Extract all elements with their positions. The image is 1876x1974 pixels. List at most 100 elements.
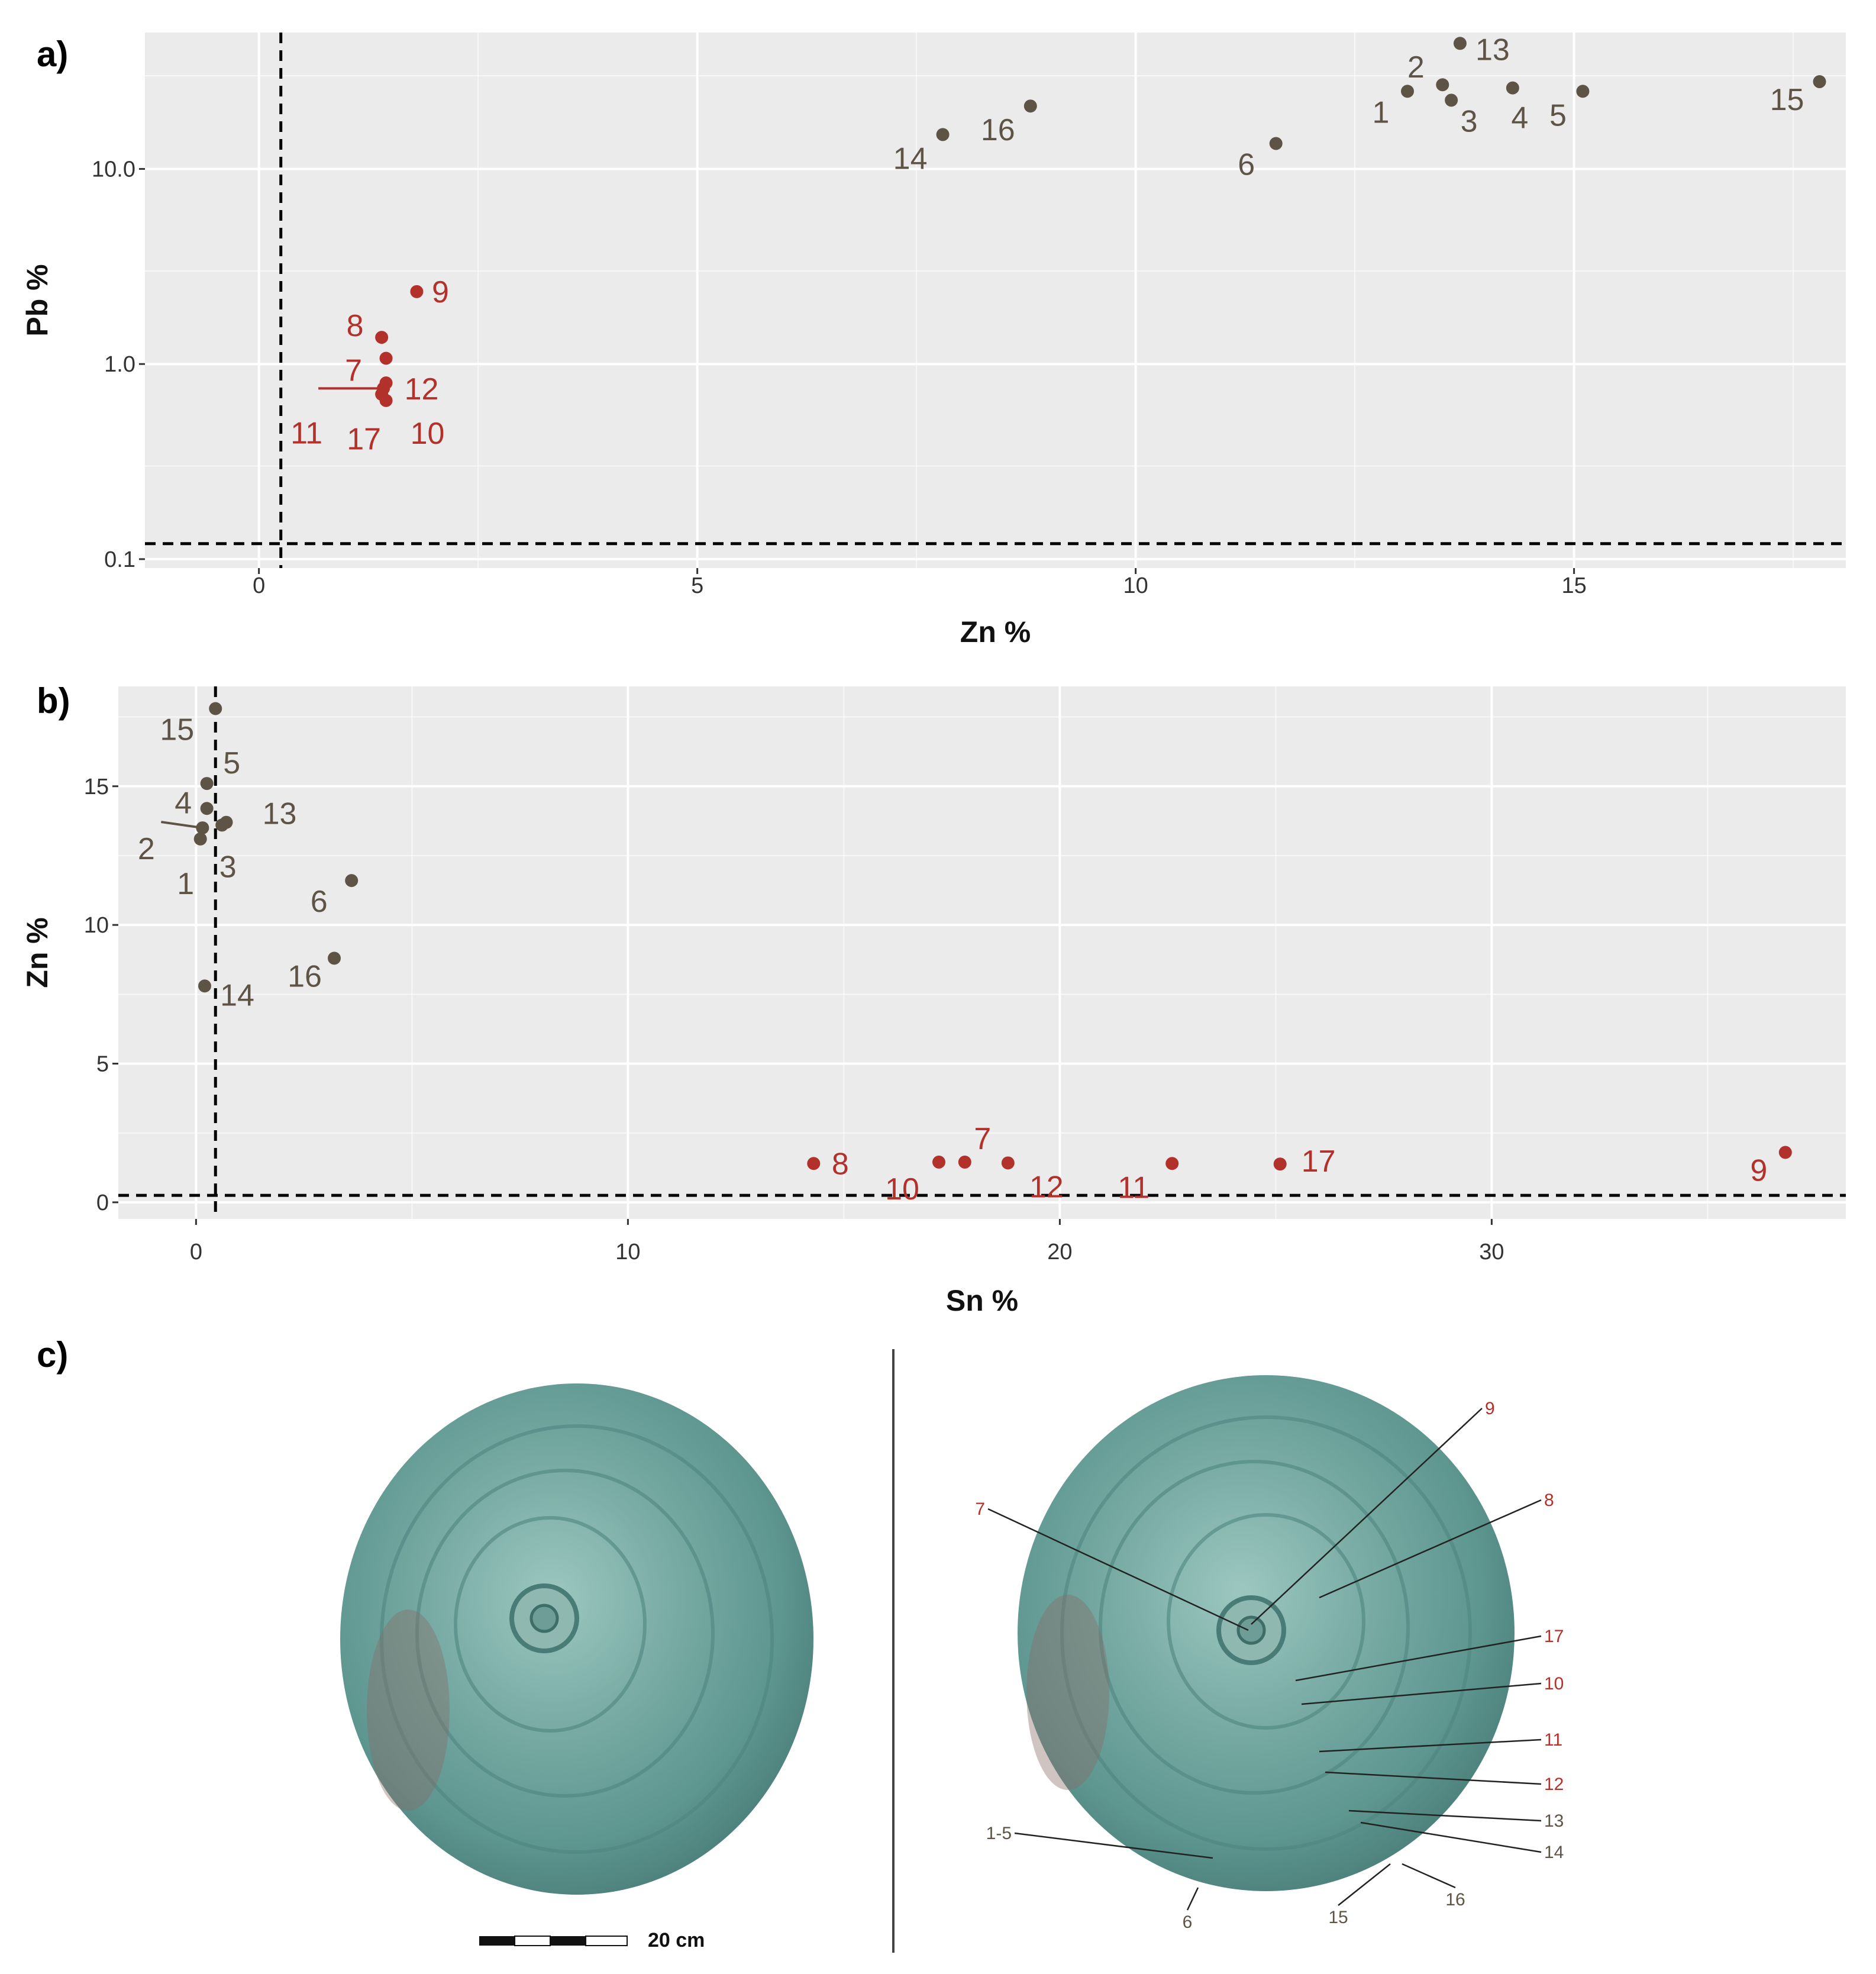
data-point-17 — [1273, 1157, 1287, 1171]
data-point-9 — [410, 285, 424, 298]
photo-sample-annotations: 9 8 7 17 10 11 12 13 14 1-5 16 15 6 — [975, 1399, 1564, 1932]
x-tick-label: 20 — [1047, 1240, 1072, 1265]
data-label-7: 7 — [345, 354, 362, 388]
y-tick-label: 10.0 — [92, 157, 135, 182]
data-point-8 — [807, 1157, 821, 1170]
photo-leader-line — [1348, 1810, 1542, 1822]
data-point-14 — [936, 128, 950, 141]
x-tick-label: 10 — [1123, 573, 1148, 598]
data-point-2 — [196, 821, 209, 835]
y-tick-label: 1.0 — [104, 352, 135, 377]
photo-sample-label-12: 12 — [1544, 1775, 1564, 1794]
photo-sample-label-11: 11 — [1544, 1730, 1562, 1750]
panel-letter-c: c) — [37, 1335, 68, 1375]
data-label-12: 12 — [405, 372, 439, 407]
y-tick-label: 0.1 — [104, 547, 135, 572]
photo-sample-label-14: 14 — [1544, 1843, 1564, 1862]
data-label-15: 15 — [160, 713, 194, 747]
data-point-15 — [1813, 75, 1826, 89]
data-point-4 — [200, 802, 214, 815]
y-tick-label: 0 — [96, 1191, 109, 1215]
photo-sample-label-6: 6 — [1183, 1912, 1193, 1932]
data-point-2 — [1436, 78, 1449, 92]
x-tick-label: 30 — [1479, 1240, 1504, 1265]
photo-leader-line — [1319, 1499, 1542, 1599]
data-point-16 — [1023, 99, 1037, 113]
x-axis-title: Zn % — [960, 615, 1031, 649]
data-label-14: 14 — [220, 978, 254, 1012]
photo-sample-label-9: 9 — [1485, 1399, 1495, 1418]
data-point-14 — [198, 979, 211, 993]
data-point-1 — [193, 832, 207, 846]
photo-sample-label-16: 16 — [1445, 1890, 1465, 1910]
data-label-5: 5 — [223, 746, 240, 780]
data-label-8: 8 — [832, 1147, 849, 1181]
data-label-8: 8 — [347, 309, 364, 343]
data-point-9 — [1778, 1146, 1792, 1159]
photo-leader-line — [1319, 1738, 1542, 1753]
data-label-16: 16 — [288, 959, 322, 994]
chart-a-pb-vs-zn: 0 5 10 150.11.010.0Zn %Pb %123 4 561314151678… — [21, 33, 1846, 649]
y-axis-title: Zn % — [21, 917, 54, 988]
photo-leader-line — [1301, 1682, 1542, 1705]
data-point-10 — [932, 1155, 945, 1169]
data-label-15: 15 — [1770, 83, 1804, 117]
data-label-4: 4 — [1511, 101, 1528, 136]
scale-bar-label: 20 cm — [648, 1929, 705, 1952]
photo-leader-line — [987, 1508, 1249, 1631]
x-tick-label: 0 — [253, 573, 265, 598]
data-point-7 — [958, 1155, 971, 1169]
data-label-11: 11 — [1118, 1170, 1150, 1205]
data-label-12: 12 — [1029, 1170, 1064, 1204]
photo-leader-line — [1338, 1863, 1391, 1906]
photo-sample-label-1-5: 1-5 — [986, 1824, 1012, 1843]
data-label-13: 13 — [1475, 33, 1510, 67]
data-label-6: 6 — [311, 885, 328, 919]
panel-letter-a: a) — [37, 34, 68, 74]
photo-sample-label-8: 8 — [1544, 1491, 1554, 1510]
x-tick-label: 5 — [691, 573, 703, 598]
data-label-11: 11 — [290, 416, 322, 450]
data-point-5 — [1576, 85, 1590, 98]
data-point-4 — [1506, 81, 1519, 95]
data-label-3: 3 — [219, 850, 237, 884]
photo-leader-line — [1295, 1635, 1542, 1682]
data-label-17: 17 — [1302, 1144, 1336, 1179]
photo-leader-line — [1402, 1863, 1456, 1889]
data-label-1: 1 — [1373, 95, 1390, 130]
shield-photo-right — [1018, 1375, 1515, 1891]
data-label-5: 5 — [1549, 98, 1567, 133]
data-label-7: 7 — [974, 1122, 991, 1156]
data-label-3: 3 — [1461, 104, 1478, 138]
scale-bar: 20 cm — [479, 1929, 705, 1952]
data-point-7 — [379, 351, 393, 365]
data-label-9: 9 — [1750, 1154, 1767, 1188]
photo-sample-label-17: 17 — [1544, 1627, 1564, 1646]
data-label-9: 9 — [432, 275, 449, 309]
data-point-5 — [200, 777, 214, 791]
photo-leader-line — [1186, 1887, 1199, 1911]
x-tick-label: 15 — [1561, 573, 1586, 598]
data-point-6 — [1269, 137, 1283, 150]
plot-background — [118, 686, 1846, 1219]
photo-sample-label-13: 13 — [1544, 1811, 1564, 1831]
plot-background — [145, 33, 1846, 568]
photo-sample-label-15: 15 — [1328, 1908, 1348, 1927]
data-point-12 — [1001, 1156, 1015, 1170]
photo-leader-line — [1325, 1771, 1542, 1785]
data-label-10: 10 — [411, 417, 445, 451]
data-point-15 — [209, 702, 222, 715]
x-tick-label: 10 — [615, 1240, 640, 1265]
data-point-11 — [1165, 1157, 1179, 1170]
data-point-12 — [379, 376, 393, 390]
photo-sample-label-7: 7 — [975, 1499, 985, 1519]
data-point-13 — [1453, 37, 1467, 50]
y-tick-label: 10 — [84, 913, 109, 938]
photo-leader-line — [1360, 1821, 1542, 1853]
y-tick-label: 15 — [84, 775, 109, 799]
photo-sample-label-10: 10 — [1544, 1674, 1564, 1694]
data-point-6 — [345, 874, 359, 888]
data-point-13 — [219, 815, 233, 829]
data-point-17 — [375, 388, 389, 401]
